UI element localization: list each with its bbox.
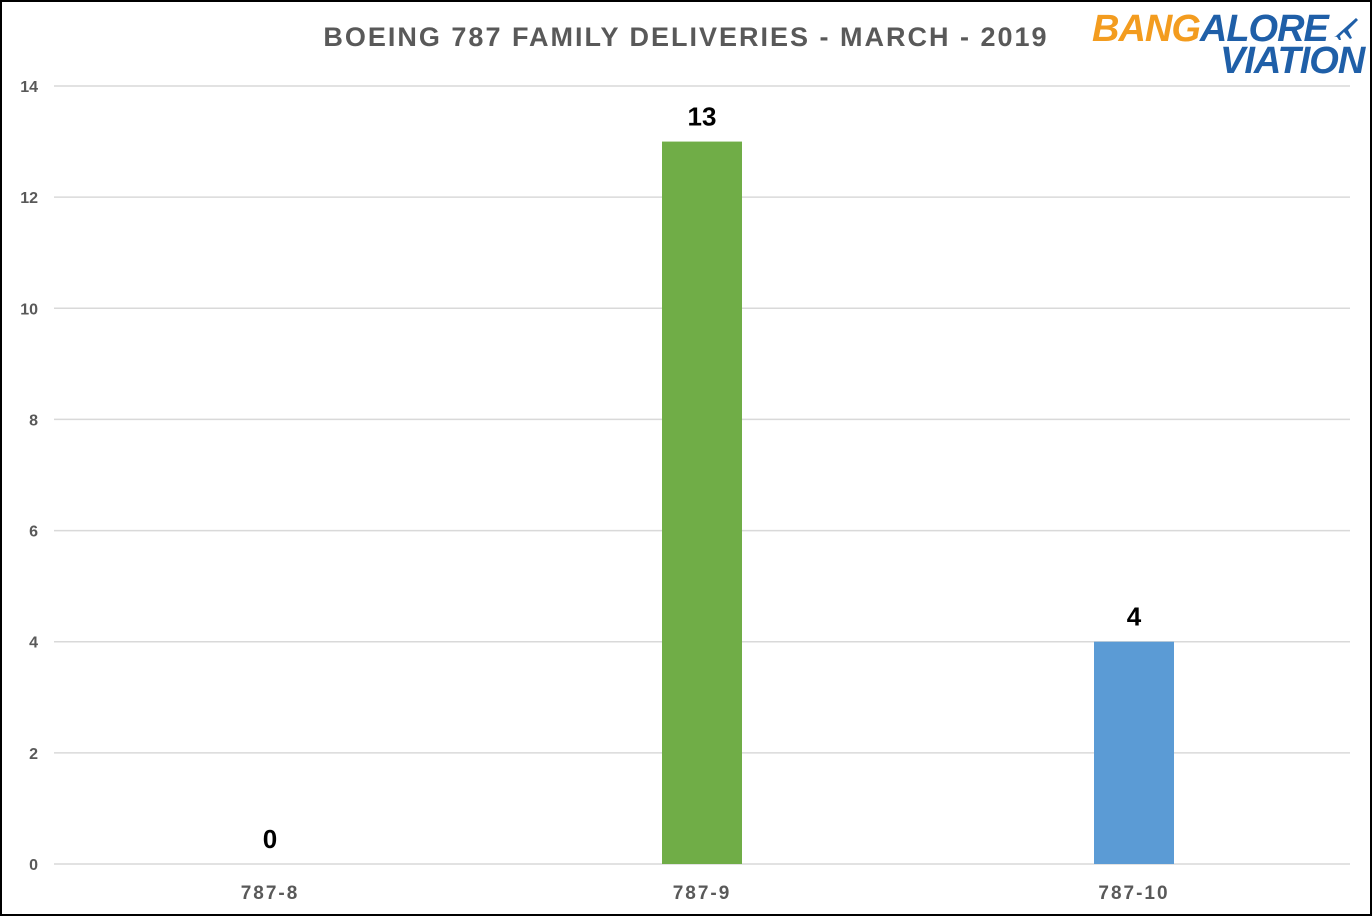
- y-tick-label: 12: [20, 190, 38, 207]
- y-tick-label: 4: [29, 635, 38, 652]
- logo-line1-blue: ALORE: [1199, 8, 1329, 50]
- airplane-icon: [1334, 18, 1358, 40]
- x-tick-label: 787-8: [241, 883, 300, 904]
- data-label: 0: [263, 824, 277, 854]
- data-label: 4: [1127, 602, 1142, 632]
- data-label: 13: [688, 102, 717, 132]
- data-labels: 0 13 4: [263, 102, 1142, 854]
- x-axis-tick-labels: 787-8 787-9 787-10: [241, 883, 1169, 904]
- chart-title: BOEING 787 FAMILY DELIVERIES - MARCH - 2…: [323, 22, 1049, 52]
- x-tick-label: 787-10: [1098, 883, 1169, 904]
- logo-line1: BANGALORE: [1092, 8, 1329, 51]
- logo-line2: VIATION: [1220, 40, 1365, 82]
- bangalore-aviation-logo: BANGALORE VIATION: [1092, 8, 1365, 82]
- y-tick-label: 8: [29, 412, 38, 429]
- y-tick-label: 2: [29, 746, 38, 763]
- y-tick-label: 0: [29, 857, 38, 874]
- y-tick-label: 6: [29, 524, 38, 541]
- y-tick-label: 14: [20, 79, 38, 96]
- bar-787-9: [662, 141, 742, 865]
- x-tick-label: 787-9: [673, 883, 732, 904]
- logo-line1-orange: BANG: [1092, 8, 1201, 50]
- y-axis-tick-labels: 0 2 4 6 8 10 12 14: [20, 79, 38, 874]
- bar-787-10: [1094, 641, 1174, 864]
- y-tick-label: 10: [20, 301, 38, 318]
- bars: [662, 141, 1174, 865]
